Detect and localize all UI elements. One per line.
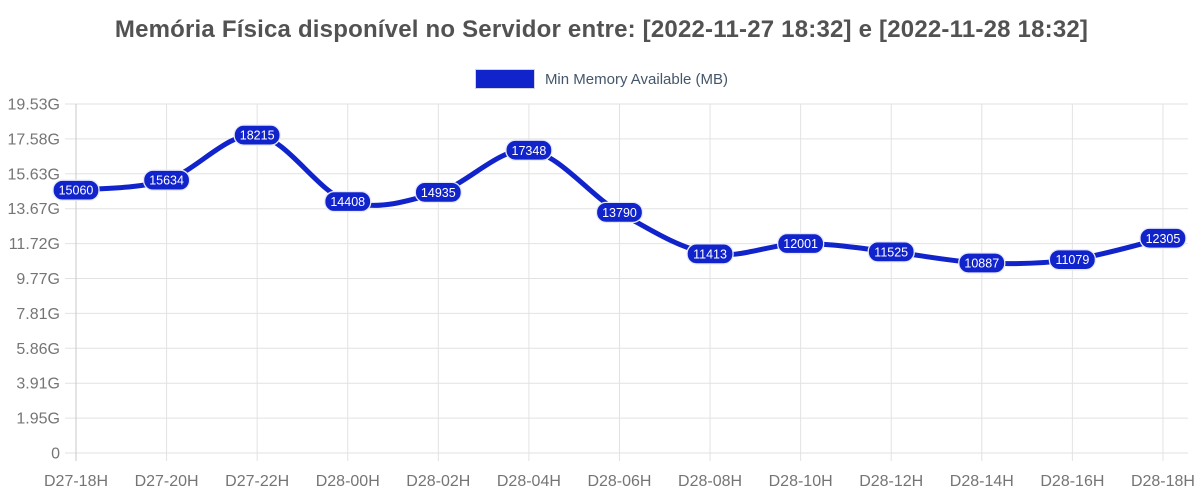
data-point-label-text: 11525 <box>874 245 908 259</box>
legend-label: Min Memory Available (MB) <box>544 70 729 88</box>
data-point-label-text: 12305 <box>1146 232 1181 246</box>
data-point-label-text: 14408 <box>330 195 365 209</box>
x-tick-label: D27-22H <box>225 473 289 490</box>
y-tick-label: 11.72G <box>9 236 60 253</box>
data-point-label-text: 14935 <box>421 186 456 200</box>
y-tick-label: 0 <box>51 446 60 463</box>
data-point-label-text: 13790 <box>602 206 637 220</box>
y-tick-label: 1.95G <box>16 411 60 428</box>
x-tick-label: D28-10H <box>769 473 833 490</box>
data-point-label-bg <box>867 241 915 263</box>
x-tick-label: D28-08H <box>678 473 742 490</box>
data-point-label-bg <box>1139 227 1187 249</box>
y-tick-label: 7.81G <box>16 306 60 323</box>
x-tick-label: D28-18H <box>1131 473 1195 490</box>
data-point-label-bg <box>324 190 372 213</box>
data-point-label-text: 17348 <box>512 144 547 158</box>
data-point-label: 13790 <box>595 201 644 224</box>
data-point-label-text: 15634 <box>149 174 184 188</box>
data-point-label-text: 12001 <box>783 237 818 251</box>
data-point-label-text: 18215 <box>240 129 275 143</box>
y-tick-label: 19.53G <box>8 97 60 114</box>
x-tick-label: D28-14H <box>950 473 1014 490</box>
data-point-label-text: 10887 <box>964 257 999 271</box>
data-point-label-bg <box>505 139 553 161</box>
data-point-label-bg <box>776 232 825 255</box>
data-point-label: 11525 <box>867 241 915 263</box>
data-point-label: 14935 <box>414 181 462 204</box>
x-tick-label: D28-16H <box>1040 473 1104 490</box>
chart-title: Memória Física disponível no Servidor en… <box>114 16 1089 43</box>
data-point-label: 17348 <box>505 139 553 161</box>
x-tick-label: D28-00H <box>316 473 380 490</box>
x-tick-label: D27-18H <box>44 473 108 490</box>
data-point-label: 15060 <box>52 179 100 201</box>
legend-swatch <box>474 69 535 89</box>
data-point-label-bg <box>414 181 462 204</box>
data-point-label-text: 11079 <box>1055 253 1089 267</box>
data-point-label-bg <box>52 179 100 201</box>
data-point-label: 18215 <box>233 124 281 146</box>
legend[interactable]: Min Memory Available (MB) <box>0 69 1203 89</box>
x-tick-label: D28-04H <box>497 473 561 490</box>
data-point-label-bg <box>233 124 281 146</box>
x-tick-label: D28-12H <box>859 473 923 490</box>
data-point-label-bg <box>686 243 734 265</box>
x-tick-label: D27-20H <box>135 473 199 490</box>
x-tick-label: D28-02H <box>406 473 470 490</box>
data-point-label: 11079 <box>1048 249 1097 271</box>
y-tick-label: 13.67G <box>8 201 60 218</box>
y-tick-label: 17.58G <box>8 131 60 148</box>
y-tick-label: 3.91G <box>16 376 60 393</box>
data-point-label-bg <box>142 169 191 191</box>
data-point-label-bg <box>958 252 1006 274</box>
data-point-label-text: 11413 <box>693 247 727 261</box>
data-point-label: 14408 <box>324 190 372 213</box>
data-point-label-bg <box>595 201 644 224</box>
y-tick-label: 15.63G <box>8 166 60 183</box>
y-tick-label: 5.86G <box>16 341 60 358</box>
data-point-label: 12001 <box>776 232 825 255</box>
data-point-label: 15634 <box>142 169 191 191</box>
y-tick-label: 9.77G <box>16 271 60 288</box>
data-point-label: 11413 <box>686 243 734 265</box>
data-point-label: 10887 <box>958 252 1006 274</box>
data-point-label: 12305 <box>1139 227 1187 249</box>
x-tick-label: D28-06H <box>587 473 651 490</box>
data-point-label-text: 15060 <box>59 184 94 198</box>
data-point-label-bg <box>1048 249 1097 271</box>
